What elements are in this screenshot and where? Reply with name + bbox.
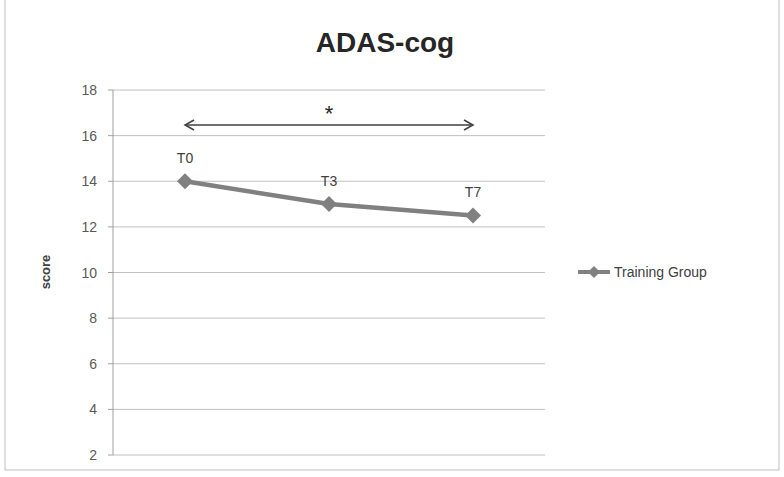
tick-mark xyxy=(108,318,113,319)
chart: ADAS-cog score 2 4 6 8 10 12 14 16 18 T0 T3 T7 * Traini… xyxy=(0,0,784,477)
y-axis-label: score xyxy=(38,255,53,290)
tick-mark xyxy=(108,272,113,273)
grid-line xyxy=(113,135,545,136)
y-tick-label: 4 xyxy=(89,401,97,417)
tick-mark xyxy=(108,455,113,456)
marker xyxy=(177,173,193,189)
y-axis-line xyxy=(113,90,114,455)
grid-line xyxy=(113,90,545,91)
marker xyxy=(465,207,481,223)
legend-marker xyxy=(588,266,600,278)
category-label: T3 xyxy=(321,173,338,189)
y-tick-label: 16 xyxy=(81,128,97,144)
grid-line xyxy=(113,318,545,319)
tick-mark xyxy=(108,135,113,136)
tick-mark xyxy=(108,181,113,182)
marker xyxy=(321,196,337,212)
grid-line xyxy=(113,272,545,273)
category-label: T0 xyxy=(177,150,194,166)
y-tick-label: 8 xyxy=(89,310,97,326)
grid-line xyxy=(113,409,545,410)
y-tick-label: 18 xyxy=(81,82,97,98)
grid-line xyxy=(113,226,545,227)
tick-mark xyxy=(108,409,113,410)
tick-mark xyxy=(108,90,113,91)
grid-line xyxy=(113,363,545,364)
legend-label: Training Group xyxy=(614,264,707,280)
y-tick-label: 12 xyxy=(81,219,97,235)
frame xyxy=(5,0,779,470)
y-tick-label: 14 xyxy=(81,173,97,189)
title: ADAS-cog xyxy=(316,27,454,58)
plot-area xyxy=(177,173,481,223)
annotation-text: * xyxy=(325,101,334,126)
grid-line xyxy=(113,455,545,456)
tick-mark xyxy=(108,363,113,364)
category-label: T7 xyxy=(465,184,482,200)
y-tick-label: 6 xyxy=(89,356,97,372)
tick-mark xyxy=(108,226,113,227)
y-tick-label: 2 xyxy=(89,447,97,463)
y-tick-label: 10 xyxy=(81,265,97,281)
